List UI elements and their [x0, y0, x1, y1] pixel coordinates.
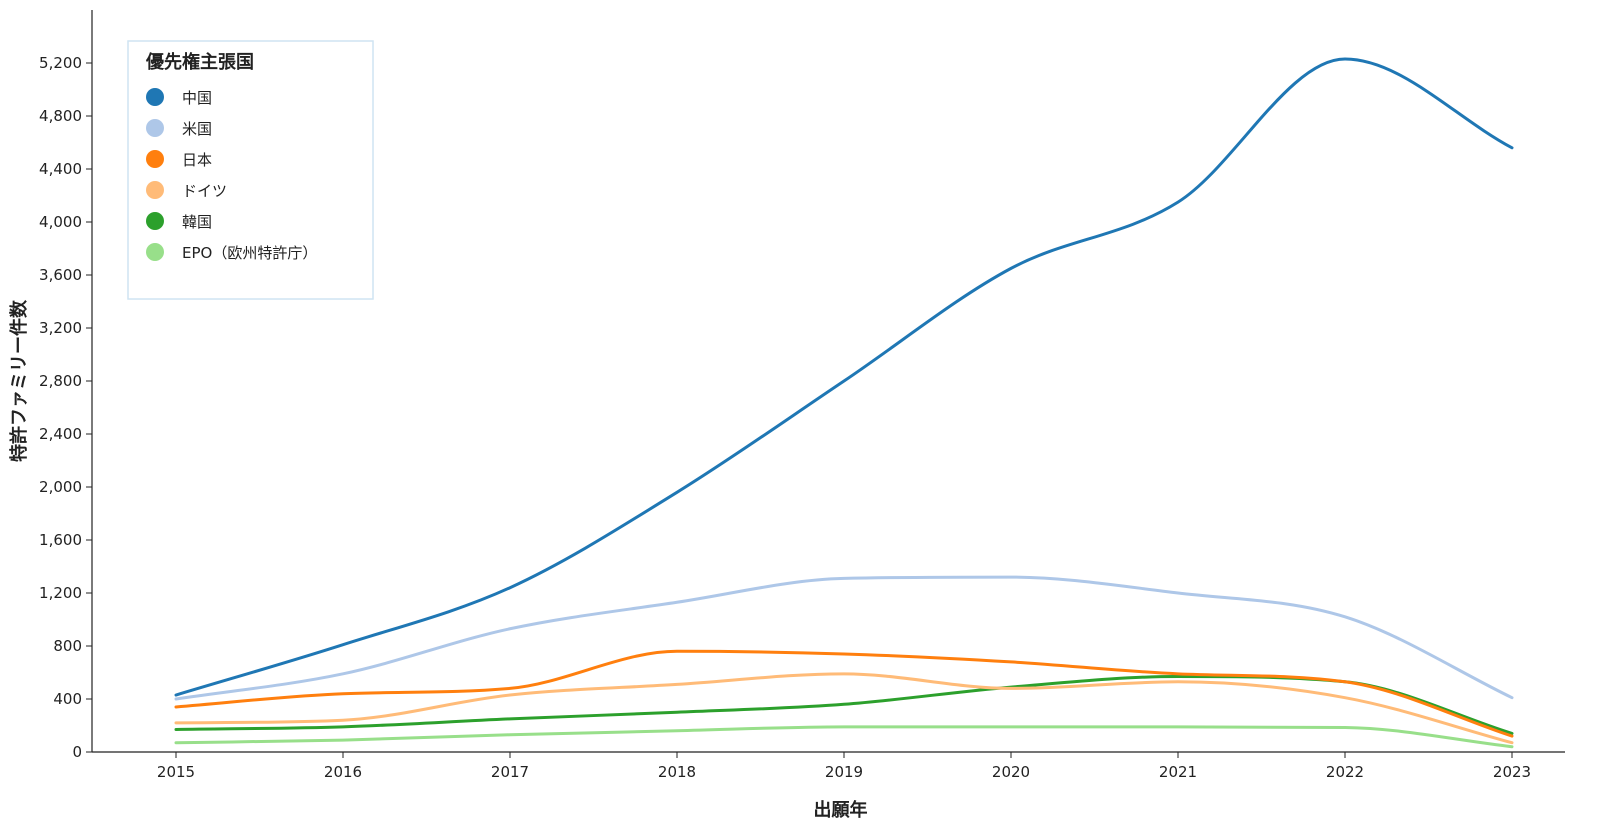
y-tick-label: 1,600: [39, 531, 82, 549]
y-tick-label: 800: [53, 637, 82, 655]
series-line-0: [174, 57, 1514, 697]
legend-title: 優先権主張国: [145, 51, 254, 73]
series-lines: [174, 57, 1514, 749]
legend-label: 中国: [182, 89, 212, 107]
y-tick-label: 2,800: [39, 372, 82, 390]
series-line-4: [174, 674, 1514, 735]
x-axis-title: 出願年: [814, 799, 868, 821]
legend-label: 日本: [182, 151, 212, 169]
series-line-5: [174, 725, 1514, 749]
legend-swatch: [146, 181, 164, 199]
y-tick-label: 3,600: [39, 266, 82, 284]
y-ticks: 0 400 800 1,200 1,600 2,000 2,400 2,800 3,200 3,6…: [39, 54, 92, 761]
x-tick-label: 2017: [491, 763, 529, 781]
y-axis-title: 特許ファミリー件数: [8, 299, 30, 462]
legend-swatch: [146, 212, 164, 230]
series-line-2: [174, 649, 1514, 738]
legend-swatch: [146, 88, 164, 106]
legend-label: 米国: [182, 120, 212, 138]
y-tick-label: 2,400: [39, 425, 82, 443]
y-tick-label: 5,200: [39, 54, 82, 72]
x-ticks: 2015 2016 2017 2018 2019 2020 2021 2022 2023: [157, 752, 1531, 781]
y-tick-label: 2,000: [39, 478, 82, 496]
x-tick-label: 2020: [992, 763, 1030, 781]
x-tick-label: 2016: [324, 763, 362, 781]
x-tick-label: 2021: [1159, 763, 1197, 781]
series-line-1: [174, 575, 1514, 701]
x-tick-label: 2018: [658, 763, 696, 781]
series-line-3: [174, 672, 1514, 745]
y-tick-label: 4,400: [39, 160, 82, 178]
legend-label: ドイツ: [182, 182, 227, 200]
x-tick-label: 2023: [1493, 763, 1531, 781]
legend-swatch: [146, 150, 164, 168]
legend-box: [127, 40, 374, 300]
y-tick-label: 3,200: [39, 319, 82, 337]
x-tick-label: 2015: [157, 763, 195, 781]
x-tick-label: 2019: [825, 763, 863, 781]
y-tick-label: 400: [53, 690, 82, 708]
y-tick-label: 4,800: [39, 107, 82, 125]
legend-label: EPO（欧州特許庁）: [182, 244, 317, 262]
legend-swatch: [146, 243, 164, 261]
legend-label: 韓国: [182, 213, 212, 231]
y-tick-label: 1,200: [39, 584, 82, 602]
y-tick-label: 4,000: [39, 213, 82, 231]
y-tick-label: 0: [72, 743, 82, 761]
legend-swatch: [146, 119, 164, 137]
x-tick-label: 2022: [1326, 763, 1364, 781]
